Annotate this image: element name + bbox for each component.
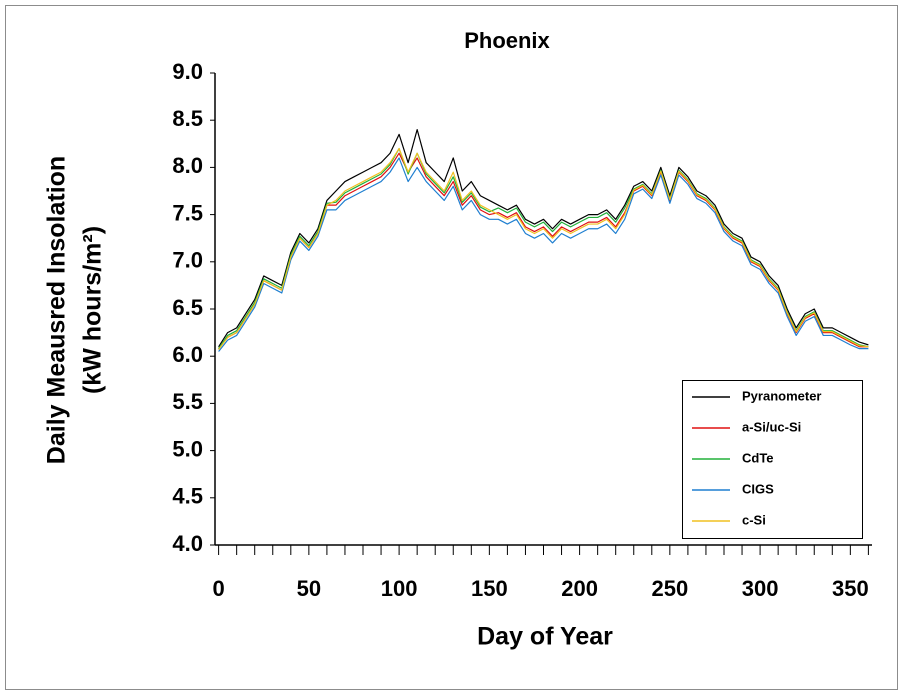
x-tick-label: 150 xyxy=(471,576,508,601)
y-axis-title: Daily Meausred Insolation xyxy=(43,156,71,464)
y-axis-title: (kW hours/m²) xyxy=(79,226,107,394)
series-line xyxy=(218,147,869,350)
x-axis-title: Day of Year xyxy=(477,623,613,651)
y-tick-label: 7.0 xyxy=(172,248,203,273)
x-tick-label: 250 xyxy=(651,576,688,601)
series-line xyxy=(218,147,869,349)
y-tick-label: 5.0 xyxy=(172,436,203,461)
y-tick-label: 5.5 xyxy=(172,389,203,414)
series-line xyxy=(218,157,869,352)
series-line xyxy=(218,129,869,348)
y-tick-label: 6.0 xyxy=(172,342,203,367)
y-tick-label: 9.0 xyxy=(172,59,203,84)
y-tick-label: 7.5 xyxy=(172,200,203,225)
chart-title: Phoenix xyxy=(464,28,550,53)
y-tick-label: 4.5 xyxy=(172,484,203,509)
x-tick-label: 350 xyxy=(832,576,869,601)
y-tick-label: 8.0 xyxy=(172,153,203,178)
legend-label: CdTe xyxy=(742,450,774,465)
x-tick-label: 200 xyxy=(561,576,598,601)
legend-label: CIGS xyxy=(742,481,774,496)
y-tick-label: 6.5 xyxy=(172,295,203,320)
y-tick-label: 4.0 xyxy=(172,531,203,556)
x-tick-label: 300 xyxy=(742,576,779,601)
y-tick-label: 8.5 xyxy=(172,106,203,131)
x-tick-label: 0 xyxy=(212,576,224,601)
legend-label: Pyranometer xyxy=(742,388,821,403)
x-tick-label: 100 xyxy=(381,576,418,601)
x-tick-label: 50 xyxy=(297,576,321,601)
chart-frame xyxy=(5,5,898,690)
legend-label: c-Si xyxy=(742,512,766,527)
legend-label: a-Si/uc-Si xyxy=(742,419,801,434)
